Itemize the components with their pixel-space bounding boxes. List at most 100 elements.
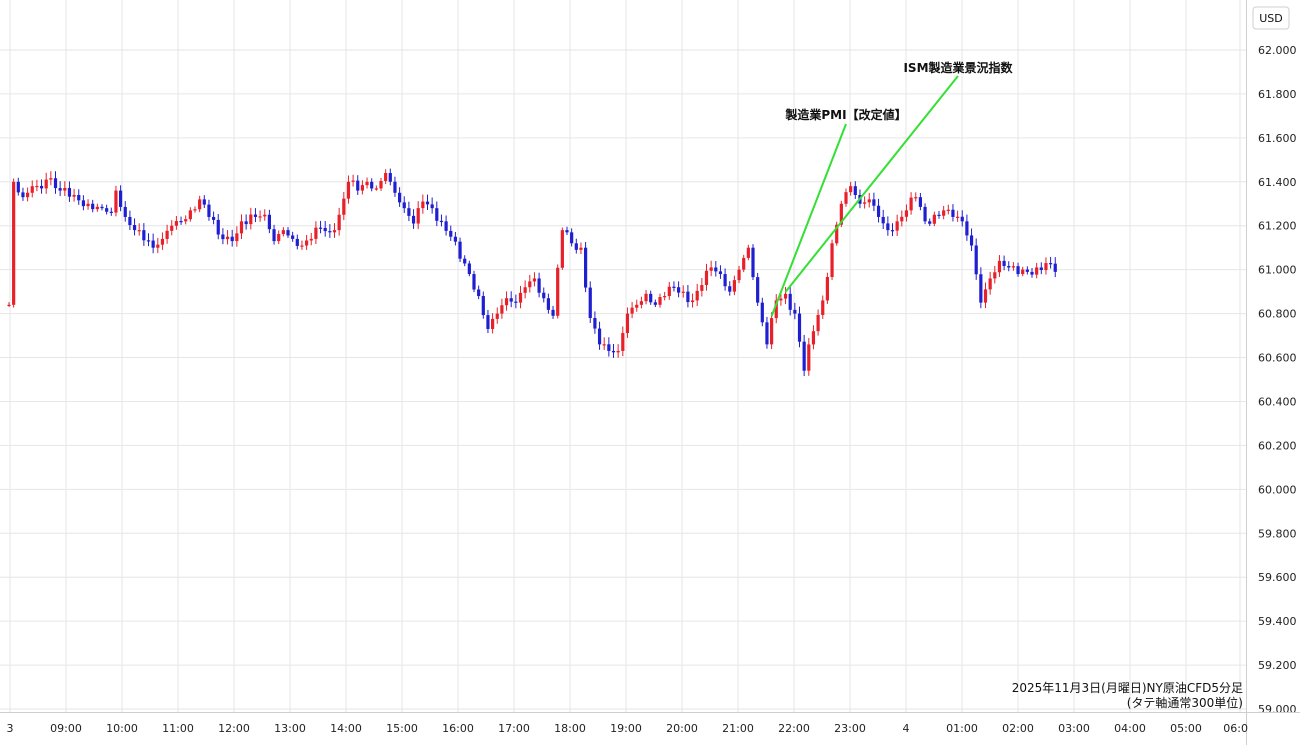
- candle: [681, 285, 685, 298]
- candle: [825, 272, 829, 304]
- candle: [179, 216, 183, 225]
- candle: [523, 280, 527, 299]
- candle-body: [704, 270, 709, 286]
- candle: [649, 290, 653, 305]
- candle-body: [151, 240, 155, 248]
- candle-body: [667, 286, 671, 297]
- candle-body: [1016, 266, 1020, 275]
- candle: [518, 285, 523, 309]
- candle-body: [816, 314, 820, 332]
- candle-body: [137, 230, 141, 232]
- candle: [225, 230, 230, 245]
- candle: [86, 199, 90, 210]
- x-tick: 03:00: [1058, 722, 1090, 735]
- y-axis: 62.000 61.800 61.600 61.400 61.200 61.000 60.8…: [1246, 0, 1297, 745]
- candle-body: [393, 181, 397, 193]
- candle-body: [81, 200, 85, 207]
- candle-body: [560, 230, 564, 268]
- candle-body: [342, 198, 346, 215]
- x-tick: 04:00: [1114, 722, 1146, 735]
- candle-body: [518, 292, 523, 303]
- x-tick: 05:00: [1170, 722, 1202, 735]
- candle-body: [756, 277, 760, 303]
- candle-body: [105, 208, 109, 212]
- candle: [188, 207, 192, 222]
- candle: [7, 302, 11, 307]
- candle-body: [323, 227, 327, 232]
- candle-body: [909, 197, 913, 211]
- x-tick-label: 23:00: [834, 722, 866, 735]
- candle-body: [956, 216, 960, 218]
- candle: [639, 296, 643, 309]
- candle: [165, 224, 169, 244]
- candle: [588, 281, 592, 323]
- candle: [379, 177, 383, 191]
- candle: [560, 227, 564, 270]
- candle-body: [216, 219, 220, 235]
- candle-body: [207, 204, 211, 217]
- y-tick: 60.200: [1258, 439, 1297, 452]
- candle-body: [463, 258, 467, 264]
- candle-body: [439, 220, 444, 223]
- candle-body: [514, 301, 518, 303]
- candle: [202, 195, 206, 208]
- candle-body: [77, 194, 81, 201]
- candle-body: [681, 291, 685, 293]
- candle-body: [644, 293, 648, 302]
- y-tick-label: 61.200: [1258, 220, 1297, 233]
- candle: [625, 307, 630, 338]
- candle-body: [672, 286, 676, 288]
- candle-body: [309, 238, 313, 241]
- candle: [979, 267, 983, 309]
- candle-body: [928, 221, 932, 224]
- candle: [416, 201, 420, 230]
- candle-body: [546, 298, 550, 310]
- candle: [895, 214, 899, 236]
- candle: [746, 244, 750, 261]
- y-tick: 60.400: [1258, 395, 1297, 408]
- candle-body: [783, 293, 788, 299]
- y-tick-label: 61.000: [1258, 264, 1297, 277]
- candle: [700, 278, 704, 297]
- x-axis: 3 09:00 10:00 11:00 12:00 13:00 14:00 15:00 16:0…: [0, 712, 1300, 735]
- candle-body: [876, 205, 881, 217]
- candle-body: [1021, 269, 1025, 275]
- candle: [193, 206, 197, 213]
- candle: [644, 289, 648, 305]
- candle-body: [1035, 267, 1039, 275]
- candle: [630, 302, 634, 319]
- candle-body: [21, 192, 25, 198]
- candle-body: [849, 186, 853, 193]
- candle-body: [67, 187, 72, 197]
- candle-body: [658, 297, 662, 305]
- candle: [997, 255, 1002, 277]
- candle-body: [700, 285, 704, 291]
- candle: [142, 223, 146, 246]
- candle-body: [728, 286, 732, 292]
- candle-body: [142, 230, 146, 241]
- candle-body: [597, 328, 602, 345]
- candle-body: [770, 318, 774, 345]
- candle-body: [253, 214, 258, 217]
- candle: [909, 192, 913, 215]
- candle: [212, 211, 216, 225]
- x-tick: 17:00: [498, 722, 530, 735]
- candle-body: [872, 199, 876, 206]
- candle: [556, 264, 560, 319]
- y-tick: 61.400: [1258, 176, 1297, 189]
- candle: [900, 210, 904, 227]
- candle: [184, 215, 188, 225]
- candle: [881, 209, 885, 229]
- candle-body: [416, 208, 420, 224]
- candle: [393, 176, 397, 197]
- candle-body: [486, 315, 490, 329]
- candle: [514, 294, 518, 309]
- candle: [546, 293, 550, 314]
- candle: [346, 175, 351, 204]
- candle: [653, 299, 657, 308]
- y-tick-label: 59.000: [1258, 703, 1297, 716]
- candle: [932, 211, 936, 227]
- candle-body: [444, 221, 448, 231]
- y-tick-label: 60.200: [1258, 439, 1297, 452]
- candle-body: [621, 333, 625, 351]
